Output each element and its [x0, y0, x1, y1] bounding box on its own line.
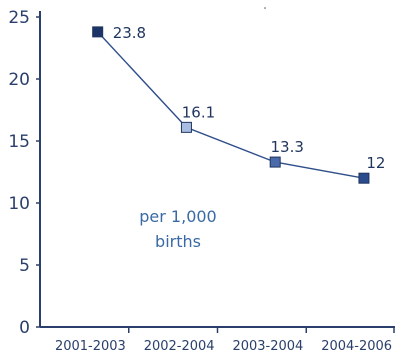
- stray-dot: [264, 7, 266, 9]
- data-label: 13.3: [270, 138, 303, 156]
- x-tick-label: 2003-2004: [232, 339, 303, 354]
- y-tick-label: 5: [19, 256, 30, 276]
- data-point-marker: [358, 172, 370, 184]
- y-tick-label: 10: [8, 194, 30, 214]
- data-point-marker: [180, 121, 192, 133]
- x-tick-label: 2004-2006: [321, 339, 392, 354]
- y-tick-label: 20: [8, 70, 30, 90]
- y-axis: 0 5 10 15 20 25: [8, 8, 41, 338]
- x-axis: 2001-2003 2002-2004 2003-2004 2004-2006: [40, 326, 395, 354]
- x-tick-label: 2002-2004: [144, 339, 215, 354]
- annotation-line-2: births: [155, 232, 201, 251]
- y-tick-label: 25: [8, 8, 30, 28]
- data-point-marker: [269, 156, 281, 168]
- data-label: 12: [366, 154, 385, 172]
- data-labels: 23.8 16.1 13.3 12: [113, 24, 386, 172]
- x-tick-label: 2001-2003: [55, 339, 126, 354]
- data-label: 23.8: [113, 24, 146, 42]
- data-label: 16.1: [182, 103, 215, 121]
- data-markers: [92, 26, 370, 184]
- data-point-marker: [92, 26, 104, 38]
- series-line: [97, 31, 365, 179]
- annotation-line-1: per 1,000: [139, 207, 216, 226]
- y-tick-label: 15: [8, 132, 30, 152]
- y-tick-label: 0: [19, 318, 30, 338]
